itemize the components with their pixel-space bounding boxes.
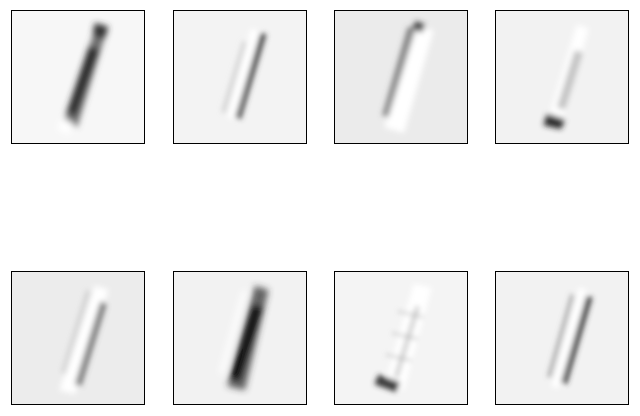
filter-image-6 bbox=[174, 272, 306, 404]
filter-image-5 bbox=[12, 272, 144, 404]
filter-image-4 bbox=[496, 11, 628, 143]
filter-image-8 bbox=[496, 272, 628, 404]
filter-panel-6 bbox=[173, 271, 307, 405]
filter-panel-2 bbox=[173, 10, 307, 144]
filter-panel-4 bbox=[495, 10, 629, 144]
filter-image-3 bbox=[335, 11, 467, 143]
filter-panel-3 bbox=[334, 10, 468, 144]
filter-image-7 bbox=[335, 272, 467, 404]
filter-panel-1 bbox=[11, 10, 145, 144]
filter-image-1 bbox=[12, 11, 144, 143]
filter-image-2 bbox=[174, 11, 306, 143]
filter-panel-7 bbox=[334, 271, 468, 405]
filter-panel-5 bbox=[11, 271, 145, 405]
filter-panel-8 bbox=[495, 271, 629, 405]
